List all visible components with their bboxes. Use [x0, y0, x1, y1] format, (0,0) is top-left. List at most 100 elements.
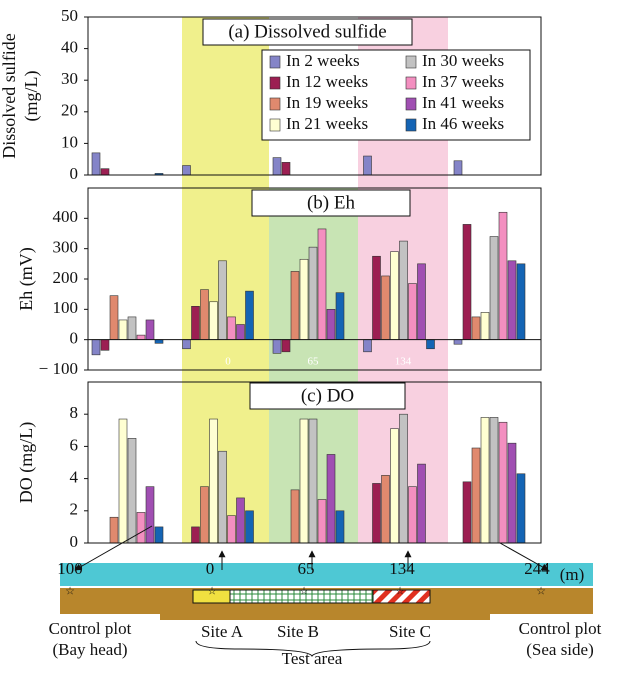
bar: [246, 511, 254, 543]
bar: [463, 224, 471, 339]
bar: [128, 438, 136, 543]
bar: [391, 429, 399, 543]
y-axis-label: (mg/L): [21, 71, 42, 122]
bar: [336, 293, 344, 340]
bar: [499, 422, 507, 543]
legend-swatch: [406, 77, 416, 89]
legend-swatch: [270, 56, 280, 68]
bar: [373, 483, 381, 543]
y-tick-label: 50: [61, 6, 78, 25]
y-tick-label: 0: [70, 164, 79, 183]
bar: [92, 153, 100, 175]
bar: [472, 317, 480, 340]
y-tick-label: 4: [70, 468, 79, 487]
annotation: 0: [225, 356, 231, 368]
y-tick-label: 100: [53, 298, 79, 317]
site-diagram: ☆☆ ☆☆☆ 100 0 65 134 244 (m) Control plot…: [49, 526, 602, 668]
bar: [400, 414, 408, 543]
bar: [101, 340, 109, 351]
bar: [382, 475, 390, 543]
bar: [481, 417, 489, 543]
legend-swatch: [270, 119, 280, 131]
y-tick-label: 200: [53, 268, 79, 287]
bar: [237, 325, 245, 340]
legend-label: In 12 weeks: [286, 72, 368, 91]
bar: [499, 212, 507, 339]
bar: [210, 302, 218, 340]
bar: [201, 487, 209, 543]
y-tick-label: 400: [53, 207, 79, 226]
bar: [327, 309, 335, 339]
legend-label: In 19 weeks: [286, 93, 368, 112]
bar: [192, 306, 200, 339]
figure: 01020304050(a) Dissolved sulfideDissolve…: [0, 0, 628, 668]
control-label: Control plot: [49, 619, 132, 638]
bar: [300, 259, 308, 339]
bar: [137, 335, 145, 340]
legend-swatch: [406, 56, 416, 68]
bar: [137, 512, 145, 543]
bar: [92, 340, 100, 355]
site-label: Site C: [389, 622, 431, 641]
legend-swatch: [270, 98, 280, 110]
svg-text:☆: ☆: [65, 586, 75, 598]
y-tick-label: 0: [70, 532, 79, 551]
legend-label: In 41 weeks: [422, 93, 504, 112]
bar: [155, 527, 163, 543]
site-label: Site A: [201, 622, 244, 641]
bar: [228, 516, 236, 543]
bar: [110, 296, 118, 340]
bar: [490, 237, 498, 340]
y-axis-label: Dissolved sulfide: [0, 33, 19, 159]
bar: [454, 340, 462, 345]
legend-label: In 2 weeks: [286, 51, 360, 70]
bar: [400, 241, 408, 340]
y-tick-label: 20: [61, 101, 78, 120]
bar: [517, 474, 525, 543]
bar: [146, 487, 154, 543]
bar: [273, 340, 281, 354]
bar: [391, 252, 399, 340]
panel-title: (c) DO: [301, 385, 354, 406]
panel-title: (b) Eh: [307, 192, 356, 213]
bar: [237, 498, 245, 543]
bar: [517, 264, 525, 340]
distance: 65: [298, 559, 315, 578]
y-tick-label: 300: [53, 238, 79, 257]
test-area-label: Test area: [282, 649, 343, 668]
bar: [472, 448, 480, 543]
bar: [409, 284, 417, 340]
bar: [146, 320, 154, 340]
bar: [128, 317, 136, 340]
distance: 244: [524, 559, 550, 578]
bar: [427, 340, 435, 349]
annotation: 65: [308, 356, 320, 368]
bar: [300, 419, 308, 543]
y-tick-label: 8: [70, 403, 79, 422]
bar: [327, 454, 335, 543]
bar: [382, 276, 390, 340]
bar: [291, 490, 299, 543]
y-tick-label: 0: [70, 329, 79, 348]
bar: [273, 158, 281, 175]
control-label: Control plot: [519, 619, 602, 638]
bar: [282, 162, 290, 175]
y-axis-label: Eh (mV): [16, 247, 37, 310]
bar: [201, 290, 209, 340]
bar: [228, 317, 236, 340]
panel-title: (a) Dissolved sulfide: [228, 21, 386, 42]
bar: [418, 264, 426, 340]
distance: 100: [57, 559, 83, 578]
bar: [463, 482, 471, 543]
bar: [246, 291, 254, 340]
y-tick-label: − 100: [39, 359, 78, 378]
bar: [318, 500, 326, 543]
bar: [409, 487, 417, 543]
bar: [481, 312, 489, 339]
y-tick-label: 30: [61, 69, 78, 88]
annotation: 134: [395, 356, 412, 368]
bar: [282, 340, 290, 352]
y-tick-label: 6: [70, 435, 79, 454]
svg-text:☆: ☆: [299, 586, 309, 598]
bar: [210, 419, 218, 543]
